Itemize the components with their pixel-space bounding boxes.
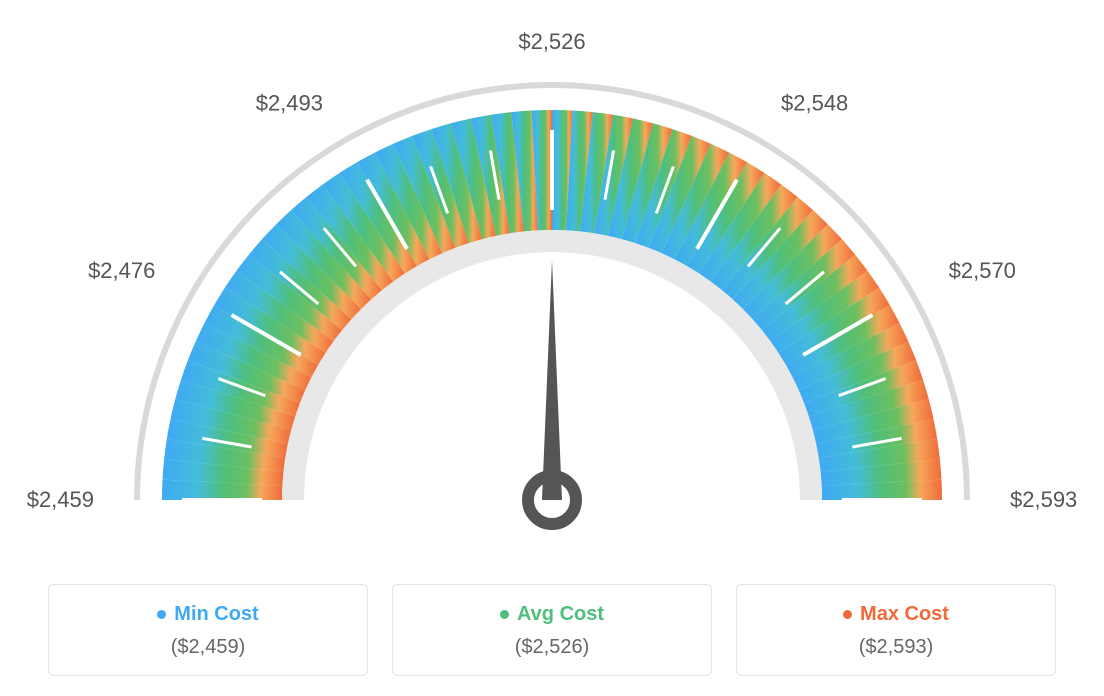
gauge-tick-label: $2,526: [518, 29, 585, 54]
legend-title-max: Max Cost: [843, 603, 949, 626]
legend-dot-avg: [500, 610, 509, 619]
gauge-tick-label: $2,476: [88, 258, 155, 283]
gauge-tick-label: $2,459: [27, 487, 94, 512]
legend-row: Min Cost ($2,459) Avg Cost ($2,526) Max …: [20, 584, 1084, 676]
legend-value-avg: ($2,526): [393, 636, 711, 659]
legend-value-min: ($2,459): [49, 636, 367, 659]
gauge-svg: $2,459 $2,476 $2,493 $2,526 $2,548 $2,570 $2,5…: [20, 20, 1084, 560]
gauge-chart: $2,459 $2,476 $2,493 $2,526 $2,548 $2,570 $2,5…: [20, 20, 1084, 560]
legend-card-avg: Avg Cost ($2,526): [392, 584, 712, 676]
legend-title-min: Min Cost: [157, 603, 258, 626]
legend-card-max: Max Cost ($2,593): [736, 584, 1056, 676]
legend-title-text: Max Cost: [860, 603, 949, 626]
legend-title-text: Min Cost: [174, 603, 258, 626]
gauge-tick-label: $2,593: [1010, 487, 1077, 512]
legend-card-min: Min Cost ($2,459): [48, 584, 368, 676]
legend-title-text: Avg Cost: [517, 603, 604, 626]
gauge-needle: [542, 260, 562, 500]
gauge-tick-label: $2,493: [256, 90, 323, 115]
gauge-tick-label: $2,548: [781, 90, 848, 115]
legend-dot-max: [843, 610, 852, 619]
legend-dot-min: [157, 610, 166, 619]
gauge-tick-label: $2,570: [949, 258, 1016, 283]
legend-value-max: ($2,593): [737, 636, 1055, 659]
legend-title-avg: Avg Cost: [500, 603, 604, 626]
